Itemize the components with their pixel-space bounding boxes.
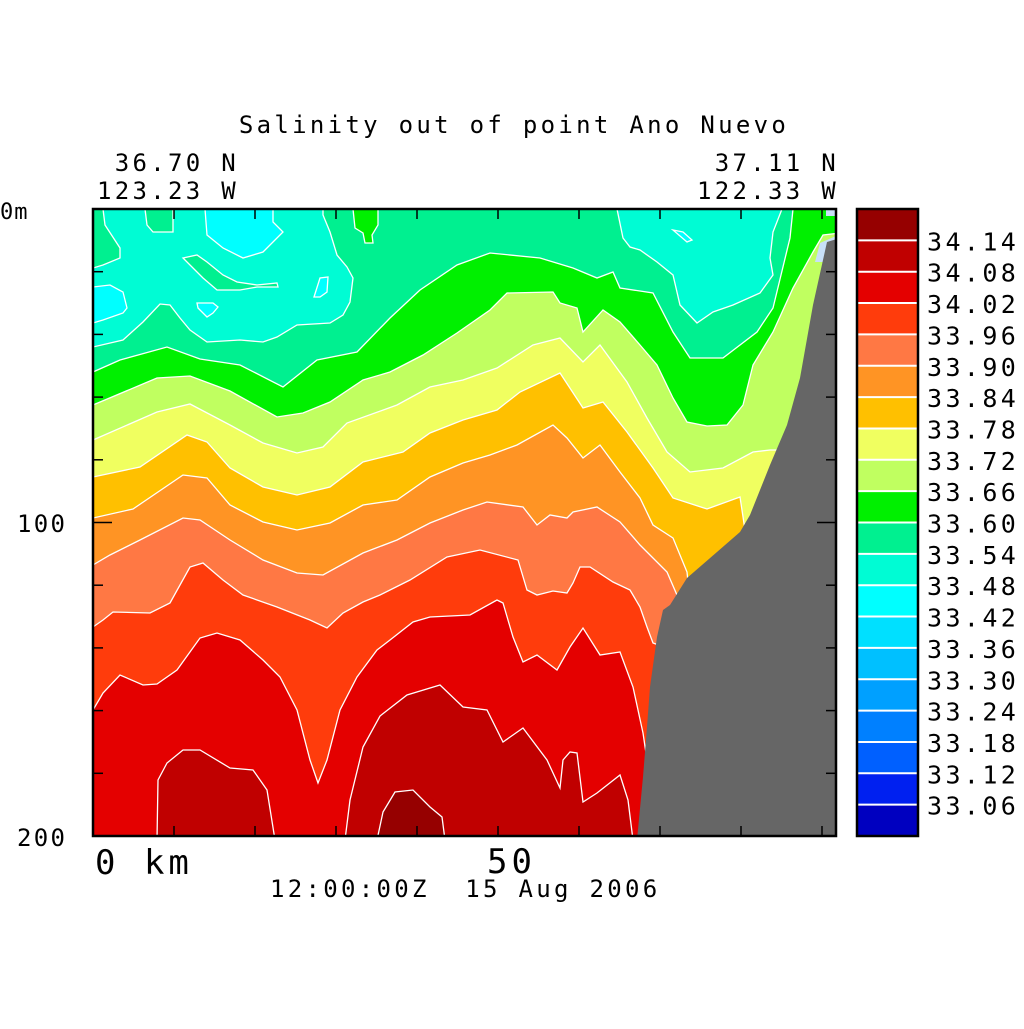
colorbar-swatch xyxy=(857,240,918,273)
colorbar-swatch xyxy=(857,553,918,586)
contour-region-34-08 xyxy=(156,749,276,836)
colorbar-label: 33.18 xyxy=(927,729,1019,758)
colorbar-label: 33.06 xyxy=(927,792,1019,821)
colorbar-label: 33.84 xyxy=(927,384,1019,413)
colorbar-label: 33.60 xyxy=(927,510,1019,539)
contour-patch-33-42 xyxy=(204,209,284,259)
axis-ticks xyxy=(93,209,836,836)
colorbar-label: 33.54 xyxy=(927,541,1019,570)
colorbar-swatch xyxy=(857,585,918,618)
contour-line-33-84 xyxy=(93,424,836,601)
y-tick-label-200: 200 xyxy=(17,824,67,852)
y-tick-label-0: 0m xyxy=(0,200,29,225)
start-longitude: 123.23 W xyxy=(97,177,239,205)
colorbar-swatch xyxy=(857,397,918,429)
colorbar-swatch xyxy=(857,428,918,461)
colorbar-label: 34.08 xyxy=(927,259,1019,288)
contour-patch-33-42 xyxy=(93,284,128,324)
colorbar-label: 33.48 xyxy=(927,572,1019,601)
colorbar-label: 33.36 xyxy=(927,635,1019,664)
colorbar-swatch xyxy=(857,679,918,712)
contour-line-33-78 xyxy=(93,372,836,531)
colorbar-swatch xyxy=(857,303,918,335)
contour-patch-33-60 xyxy=(352,209,379,244)
end-latitude: 37.11 N xyxy=(715,149,839,177)
contour-line-33-96 xyxy=(93,549,836,661)
contour-patch-33-48 xyxy=(616,209,783,324)
colorbar-label: 33.24 xyxy=(927,698,1019,727)
colorbar-swatch xyxy=(857,710,918,743)
colorbar-swatch xyxy=(857,804,918,837)
chart-title: Salinity out of point Ano Nuevo xyxy=(239,111,789,139)
x-tick-label-50: 50 xyxy=(487,842,536,882)
x-tick-label-0: 0 km xyxy=(95,843,193,883)
colorbar-label: 33.78 xyxy=(927,415,1019,444)
contour-line-33-72 xyxy=(93,337,836,473)
fresh-water-patch xyxy=(826,209,836,216)
colorbar-swatch xyxy=(857,647,918,680)
colorbar-swatch xyxy=(857,459,918,492)
colorbar-label: 33.90 xyxy=(927,353,1019,382)
timestamp: 12:00:00Z 15 Aug 2006 xyxy=(270,875,660,903)
colorbar-label: 34.02 xyxy=(927,290,1019,319)
colorbar-label: 33.42 xyxy=(927,604,1019,633)
colorbar-label: 33.96 xyxy=(927,321,1019,350)
end-longitude: 122.33 W xyxy=(697,177,839,205)
colorbar-swatch xyxy=(857,271,918,304)
plot-border xyxy=(91,207,838,838)
colorbar-swatch xyxy=(857,365,918,398)
contour-line-34-02 xyxy=(93,599,836,801)
colorbar-label: 33.30 xyxy=(927,666,1019,695)
contour-patch-33-42 xyxy=(313,276,329,298)
y-tick-label-100: 100 xyxy=(17,510,67,538)
contour-line-33-60 xyxy=(93,209,794,388)
colorbar-border xyxy=(855,207,920,838)
plot-area xyxy=(93,209,836,836)
contour-patch-33-42 xyxy=(670,228,694,243)
colorbar-label: 33.66 xyxy=(927,478,1019,507)
start-latitude: 36.70 N xyxy=(115,149,239,177)
contour-region-34-14 xyxy=(377,789,446,836)
contour-line-33-90 xyxy=(93,501,836,621)
colorbar-label: 33.12 xyxy=(927,760,1019,789)
colorbar-swatch xyxy=(857,773,918,806)
contour-patch-33-54 xyxy=(144,209,174,233)
colorbar-swatch xyxy=(857,334,918,367)
colorbar-label: 34.14 xyxy=(927,227,1019,256)
seafloor-land xyxy=(637,239,836,836)
colorbar-swatch xyxy=(857,209,918,241)
colorbar-label: 33.72 xyxy=(927,447,1019,476)
colorbar-swatch xyxy=(857,491,918,523)
colorbar-swatch xyxy=(857,616,918,649)
contour-patch-33-42 xyxy=(196,302,219,318)
colorbar-swatch xyxy=(857,522,918,555)
contour-patch-33-54 xyxy=(181,254,279,291)
colorbar-swatch xyxy=(857,741,918,774)
contour-line-33-66 xyxy=(93,232,836,427)
